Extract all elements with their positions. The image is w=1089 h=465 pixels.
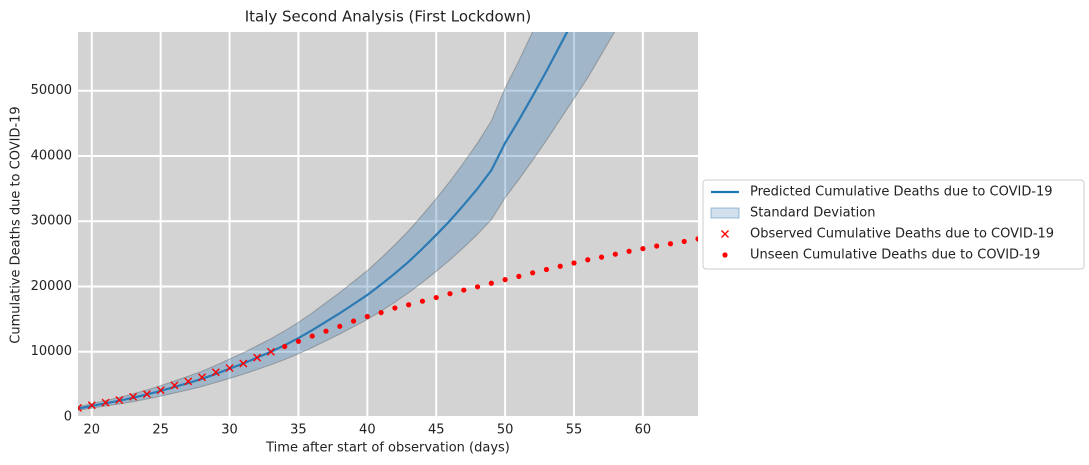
- unseen-point: [654, 243, 660, 249]
- plot-content: [78, 32, 698, 412]
- observed-point: [170, 381, 179, 390]
- observed-point: [129, 392, 138, 401]
- x-tick-label: 60: [635, 423, 652, 438]
- y-tick-label: 40000: [31, 148, 72, 163]
- x-tick-label: 20: [84, 423, 101, 438]
- legend-label: Standard Deviation: [750, 206, 875, 221]
- y-tick-label: 30000: [31, 214, 72, 229]
- unseen-point: [585, 257, 591, 263]
- observed-point: [266, 347, 275, 356]
- unseen-point: [419, 298, 426, 304]
- observed-point: [142, 390, 151, 399]
- unseen-point: [461, 287, 467, 293]
- unseen-point: [543, 266, 550, 273]
- unseen-point: [640, 246, 646, 252]
- unseen-point: [612, 251, 618, 257]
- unseen-point: [598, 254, 605, 260]
- unseen-point: [309, 333, 315, 339]
- legend-label: Predicted Cumulative Deaths due to COVID…: [750, 185, 1053, 200]
- unseen-point: [667, 241, 674, 247]
- unseen-point: [447, 291, 453, 297]
- observed-point: [198, 373, 206, 382]
- unseen-point: [282, 343, 288, 350]
- observed-point: [253, 353, 262, 362]
- y-tick-label: 0: [64, 410, 72, 425]
- unseen-point: [557, 263, 563, 269]
- observed-point: [184, 377, 193, 386]
- observed-point: [156, 386, 165, 395]
- unseen-point: [323, 328, 329, 334]
- observed-point: [239, 359, 248, 368]
- legend-swatch: [721, 230, 729, 238]
- std-band: [78, 32, 616, 411]
- x-tick-label: 40: [359, 423, 376, 438]
- legend-label: Observed Cumulative Deaths due to COVID-…: [750, 227, 1054, 242]
- observed-point: [87, 401, 96, 410]
- plot-area: [78, 32, 698, 417]
- observed-point: [225, 364, 234, 373]
- unseen-point: [488, 280, 494, 286]
- unseen-point: [350, 318, 357, 324]
- x-axis-label: Time after start of observation (days): [265, 441, 510, 456]
- y-tick-label: 20000: [31, 279, 72, 294]
- observed-point: [78, 403, 82, 412]
- predicted-line: [78, 32, 569, 410]
- legend: [702, 179, 1085, 270]
- x-tick-label: 55: [566, 423, 583, 438]
- observed-point: [101, 398, 110, 407]
- chart-title: Italy Second Analysis (First Lockdown): [245, 8, 532, 26]
- unseen-point: [406, 302, 412, 308]
- unseen-point: [392, 305, 398, 311]
- unseen-point: [626, 248, 632, 254]
- unseen-point: [364, 313, 370, 320]
- unseen-point: [516, 273, 522, 279]
- unseen-point: [571, 260, 577, 266]
- x-tick-label: 50: [497, 423, 514, 438]
- y-tick-label: 10000: [31, 344, 72, 359]
- unseen-point: [337, 323, 343, 329]
- legend-swatch: [722, 252, 728, 258]
- unseen-point: [433, 294, 439, 301]
- unseen-point: [502, 277, 508, 283]
- unseen-point: [530, 270, 536, 276]
- y-axis-label: Cumulative Deaths due to COVID-19: [9, 106, 24, 343]
- x-tick-label: 25: [152, 423, 169, 438]
- unseen-point: [295, 338, 302, 344]
- legend-label: Unseen Cumulative Deaths due to COVID-19: [750, 248, 1040, 263]
- unseen-point: [681, 238, 687, 245]
- x-tick-label: 30: [221, 423, 238, 438]
- observed-point: [115, 396, 124, 405]
- observed-point: [211, 368, 220, 377]
- unseen-point: [474, 284, 481, 290]
- unseen-point: [695, 236, 698, 242]
- legend-swatch: [710, 207, 740, 219]
- x-tick-label: 45: [428, 423, 445, 438]
- y-tick-label: 50000: [31, 83, 72, 98]
- unseen-point: [378, 309, 384, 316]
- x-tick-label: 35: [290, 423, 307, 438]
